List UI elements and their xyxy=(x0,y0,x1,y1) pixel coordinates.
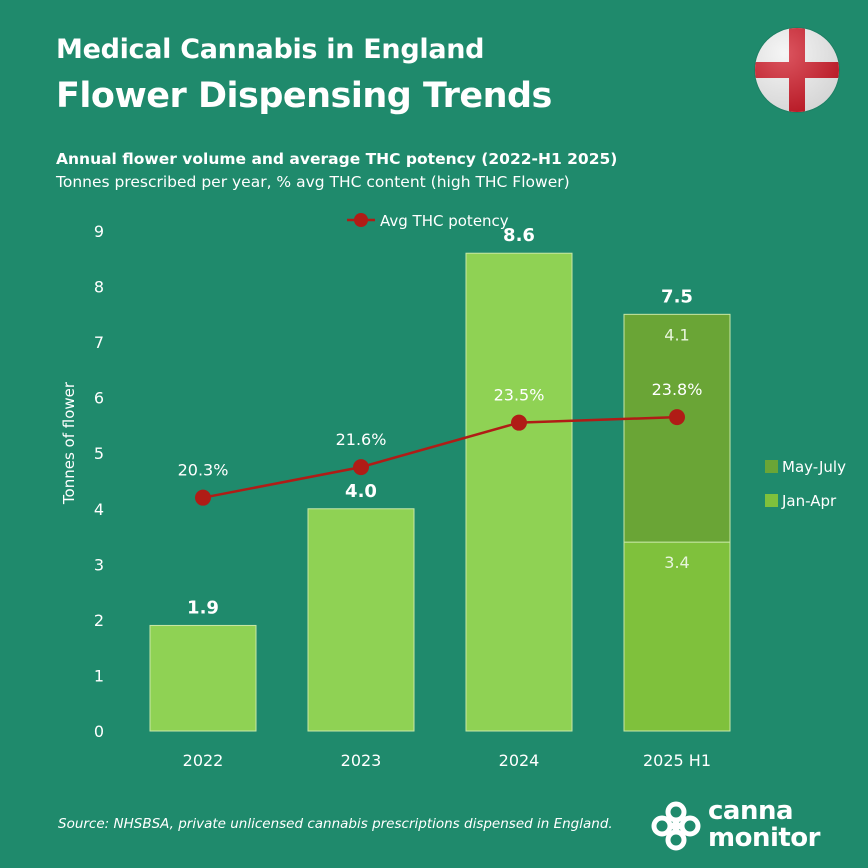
bar xyxy=(465,252,573,732)
bar-total-label: 8.6 xyxy=(503,225,535,246)
y-tick-label: 9 xyxy=(94,222,104,241)
bar-segment-jan-apr xyxy=(623,541,731,732)
canna-monitor-logo[interactable]: canna monitor xyxy=(650,798,850,858)
y-tick-label: 3 xyxy=(94,555,104,574)
thc-point xyxy=(353,459,369,476)
subtitle-bold: Annual flower volume and average THC pot… xyxy=(56,150,618,168)
title-line-2: Flower Dispensing Trends xyxy=(56,76,552,116)
legend-line-label: Avg THC potency xyxy=(380,212,509,230)
bar-total-label: 1.9 xyxy=(187,597,219,618)
x-tick-label: 2022 xyxy=(183,751,224,770)
legend-label: May-July xyxy=(782,458,846,476)
title-line-1: Medical Cannabis in England xyxy=(56,34,485,65)
x-tick-label: 2023 xyxy=(341,751,382,770)
thc-point-label: 20.3% xyxy=(178,461,229,480)
segment-label: 4.1 xyxy=(664,325,689,344)
logo-wordmark: canna monitor xyxy=(708,796,821,853)
legend-line-marker xyxy=(354,213,368,227)
thc-point-label: 21.6% xyxy=(336,430,387,449)
bar xyxy=(149,624,257,732)
england-flag-icon xyxy=(755,28,839,112)
thc-point xyxy=(669,409,685,426)
legend-swatch xyxy=(765,494,778,507)
thc-point-label: 23.8% xyxy=(652,380,703,399)
legend-swatch xyxy=(765,460,778,473)
x-tick-label: 2025 H1 xyxy=(643,751,711,770)
bar-segment-may-july xyxy=(623,313,731,543)
y-tick-label: 1 xyxy=(94,666,104,685)
y-tick-label: 8 xyxy=(94,278,104,297)
bar-total-label: 4.0 xyxy=(345,481,377,502)
canna-monitor-logo-icon xyxy=(651,801,701,851)
thc-point xyxy=(511,414,527,431)
y-tick-label: 5 xyxy=(94,444,104,463)
source-note: Source: NHSBSA, private unlicensed canna… xyxy=(58,816,613,832)
logo-line-2: monitor xyxy=(708,823,821,853)
x-tick-label: 2024 xyxy=(499,751,540,770)
bar-total-label: 7.5 xyxy=(661,286,693,307)
y-tick-label: 6 xyxy=(94,389,104,408)
thc-potency-line xyxy=(202,415,678,499)
y-tick-label: 2 xyxy=(94,611,104,630)
segment-label: 3.4 xyxy=(664,553,689,572)
logo-line-1: canna xyxy=(708,796,794,826)
y-tick-label: 0 xyxy=(94,722,104,741)
y-tick-label: 7 xyxy=(94,333,104,352)
thc-point xyxy=(195,489,211,506)
y-tick-label: 4 xyxy=(94,500,104,519)
y-axis-label: Tonnes of flower xyxy=(60,381,78,505)
subtitle: Tonnes prescribed per year, % avg THC co… xyxy=(56,173,570,191)
thc-point-label: 23.5% xyxy=(494,386,545,405)
legend-label: Jan-Apr xyxy=(781,492,837,510)
bar xyxy=(307,508,415,732)
